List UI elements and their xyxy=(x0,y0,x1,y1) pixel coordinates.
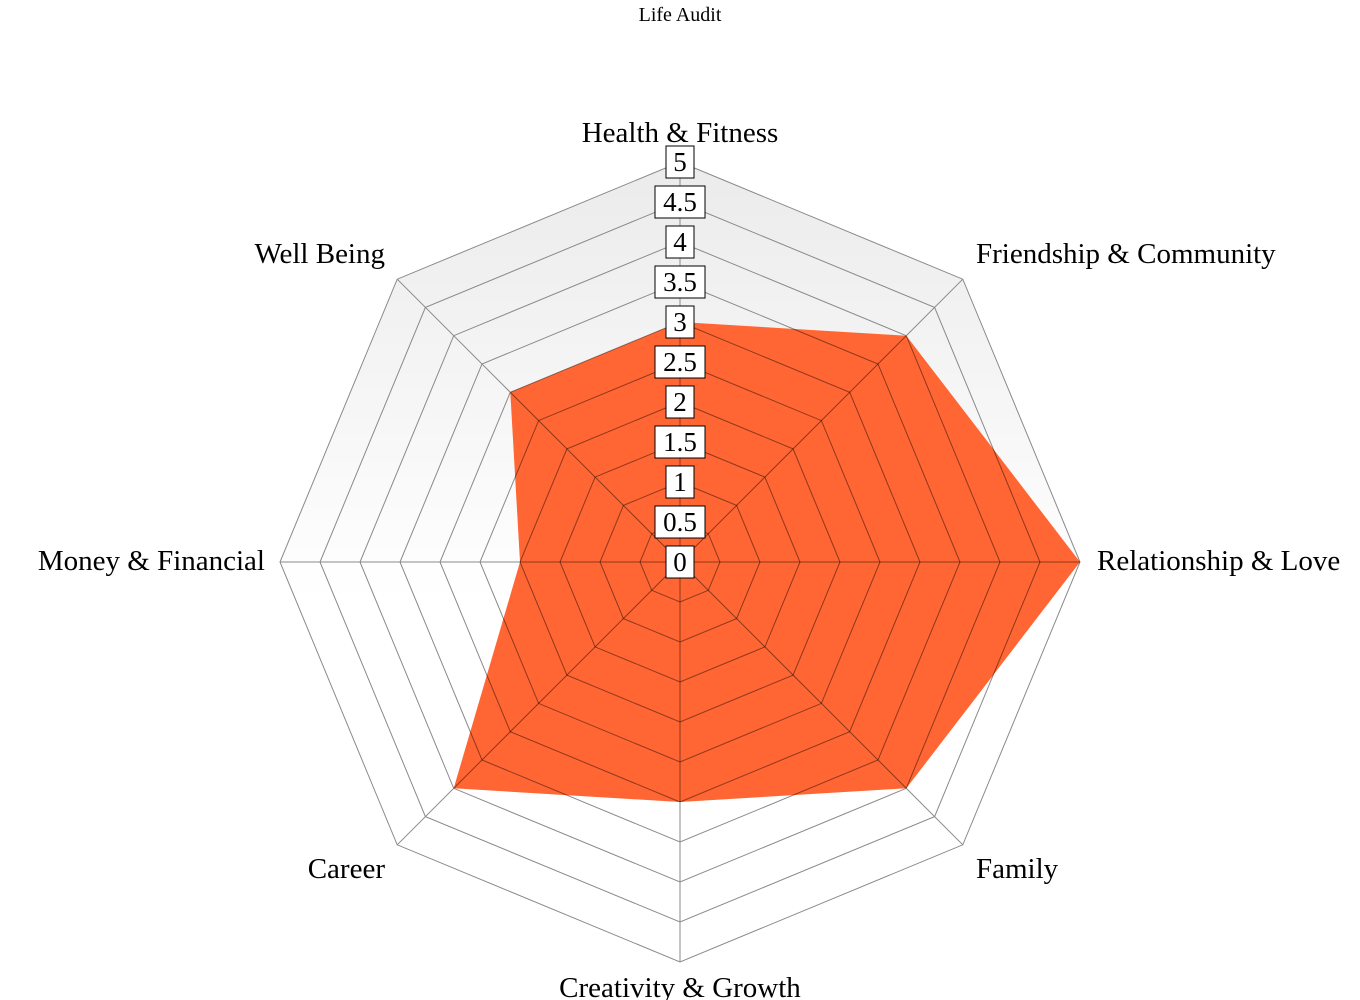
chart-title: Life Audit xyxy=(639,4,722,26)
axis-label: Well Being xyxy=(254,238,385,270)
inner-grid-ring xyxy=(453,322,1001,802)
inner-grid-ring xyxy=(559,441,801,683)
svg-text:0: 0 xyxy=(673,547,687,577)
axis-label: Creativity & Growth xyxy=(559,972,801,1000)
tick-label: 1.5 xyxy=(654,425,706,459)
axis-labels: Health & Fitness Friendship & Community Re… xyxy=(38,117,1340,1000)
axis-label: Money & Financial xyxy=(38,545,265,577)
tick-label: 0 xyxy=(665,545,695,579)
tick-label: 4 xyxy=(665,225,695,259)
svg-text:0.5: 0.5 xyxy=(663,507,697,537)
axis-label: Relationship & Love xyxy=(1097,545,1340,577)
tick-label: 5 xyxy=(665,145,695,179)
tick-labels: 0 0.5 1 1.5 2 2.5 3 3.5 4 4.5 5 xyxy=(654,145,706,579)
tick-label: 1 xyxy=(665,465,695,499)
inner-grid-ring xyxy=(479,361,881,763)
series-area-polygon xyxy=(453,322,1080,802)
svg-text:2: 2 xyxy=(673,387,687,417)
svg-text:1: 1 xyxy=(673,467,687,497)
axis-label: Career xyxy=(308,853,386,885)
inner-axis-spoke xyxy=(453,322,681,563)
axis-label: Friendship & Community xyxy=(976,238,1276,270)
svg-text:1.5: 1.5 xyxy=(663,427,697,457)
tick-label: 3 xyxy=(665,305,695,339)
tick-label: 2 xyxy=(665,385,695,419)
svg-text:5: 5 xyxy=(673,147,687,177)
axis-label: Family xyxy=(976,853,1059,885)
inner-grid-ring xyxy=(519,401,841,723)
tick-label: 4.5 xyxy=(654,185,706,219)
inner-grid-ring xyxy=(599,481,761,643)
svg-text:3.5: 3.5 xyxy=(663,267,697,297)
tick-label: 2.5 xyxy=(654,345,706,379)
svg-text:2.5: 2.5 xyxy=(663,347,697,377)
tick-label: 3.5 xyxy=(654,265,706,299)
svg-text:4.5: 4.5 xyxy=(663,187,697,217)
inner-grid-ring xyxy=(639,521,721,603)
axis-label: Health & Fitness xyxy=(582,117,779,149)
tick-label: 0.5 xyxy=(654,505,706,539)
series-area xyxy=(453,322,1080,802)
inner-axis-spoke xyxy=(453,561,681,802)
svg-text:3: 3 xyxy=(673,307,687,337)
svg-text:4: 4 xyxy=(673,227,687,257)
